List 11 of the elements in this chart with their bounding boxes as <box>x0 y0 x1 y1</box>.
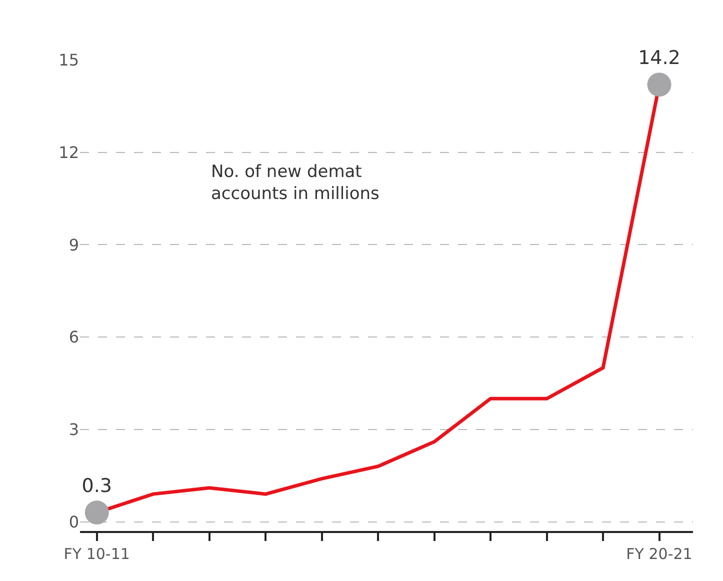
y-tick-label: 6 <box>68 328 79 347</box>
y-tick-label: 12 <box>58 142 79 162</box>
y-tick-label: 3 <box>68 420 79 440</box>
data-label: 0.3 <box>82 474 112 497</box>
x-tick-label: FY 10-11 <box>64 545 130 563</box>
annotation: No. of new demat accounts in millions <box>211 162 380 204</box>
x-tick-label: FY 20-21 <box>626 545 692 563</box>
y-tick-label: 0 <box>68 512 79 532</box>
y-tick-label: 9 <box>68 235 79 254</box>
y-tick-label: 15 <box>58 50 79 70</box>
data-label: 14.2 <box>638 46 680 69</box>
